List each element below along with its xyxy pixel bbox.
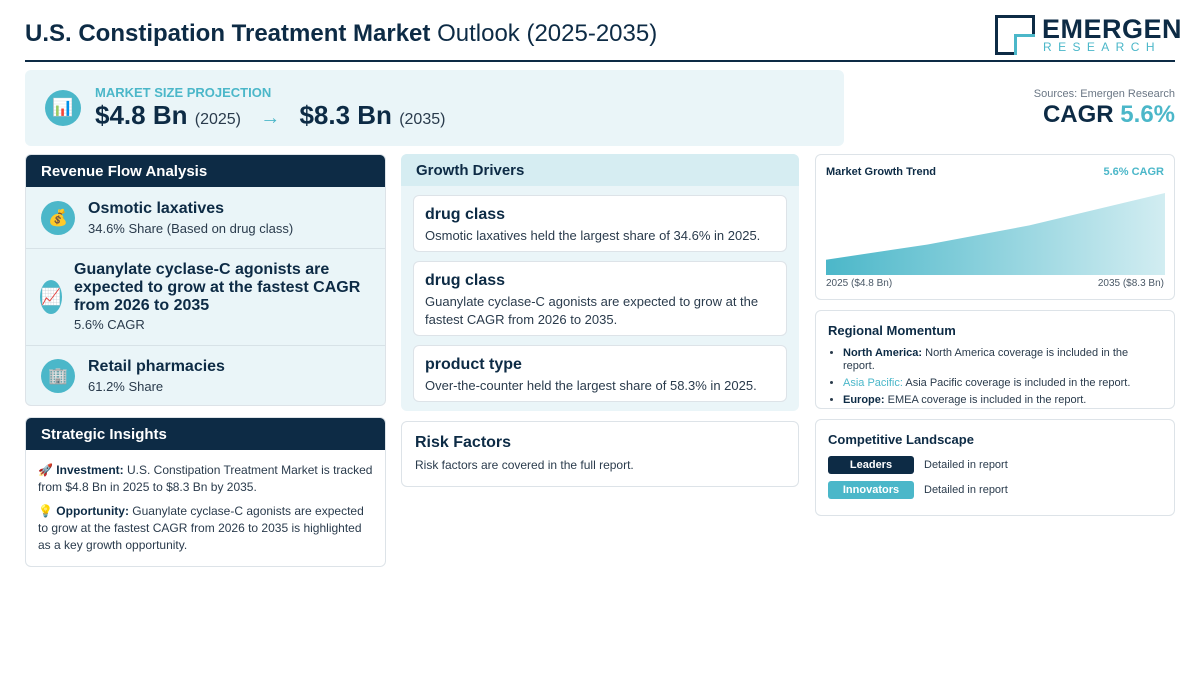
regional-momentum-panel: Regional Momentum North America: North A… bbox=[815, 310, 1175, 409]
projection-values: $4.8 Bn (2025) → $8.3 Bn (2035) bbox=[95, 100, 445, 131]
chart-title: Market Growth Trend bbox=[826, 166, 937, 178]
region-text: Asia Pacific coverage is included in the… bbox=[905, 377, 1131, 389]
start-value: $4.8 Bn bbox=[95, 100, 188, 130]
projection-label: MARKET SIZE PROJECTION bbox=[95, 85, 272, 100]
opportunity-insight: 💡 Opportunity: Guanylate cyclase-C agoni… bbox=[38, 503, 373, 554]
emergen-logo: EMERGEN RESEARCH bbox=[995, 14, 1182, 56]
growth-drivers-panel: Growth Drivers drug class Osmotic laxati… bbox=[401, 154, 799, 411]
page-title-bold: U.S. Constipation Treatment Market bbox=[25, 20, 431, 47]
region-item: Europe: EMEA coverage is included in the… bbox=[843, 394, 1162, 407]
driver-card-text: Guanylate cyclase-C agonists are expecte… bbox=[425, 294, 759, 327]
revenue-item-name: Retail pharmacies bbox=[88, 358, 225, 375]
market-growth-trend-chart: Market Growth Trend 5.6% CAGR 2025 ($4.8… bbox=[815, 154, 1175, 300]
risk-factors-title: Risk Factors bbox=[415, 434, 512, 451]
page-title-light: Outlook (2025-2035) bbox=[437, 20, 658, 47]
competitive-row: Leaders Detailed in report bbox=[828, 456, 1162, 474]
strategic-insights-panel: Strategic Insights 🚀 Investment: U.S. Co… bbox=[25, 417, 386, 567]
chart-cagr-annotation: 5.6% CAGR bbox=[1103, 166, 1164, 178]
revenue-item-name: Osmotic laxatives bbox=[88, 200, 225, 217]
investment-text: U.S. Constipation Treatment Market is tr… bbox=[38, 463, 373, 494]
market-size-projection: 📊 MARKET SIZE PROJECTION $4.8 Bn (2025) … bbox=[25, 70, 844, 146]
growth-drivers-title: Growth Drivers bbox=[401, 154, 799, 186]
cagr-label: CAGR bbox=[1042, 101, 1114, 128]
revenue-flow-panel: Revenue Flow Analysis 💰 Osmotic laxative… bbox=[25, 154, 386, 406]
region-item: Asia Pacific: Asia Pacific coverage is i… bbox=[843, 377, 1162, 390]
revenue-item-name: Guanylate cyclase-C agonists are expecte… bbox=[74, 261, 361, 314]
driver-card-text: Osmotic laxatives held the largest share… bbox=[425, 228, 761, 243]
revenue-item-sub: 5.6% CAGR bbox=[74, 317, 145, 332]
revenue-item-sub: 34.6% Share (Based on drug class) bbox=[88, 221, 294, 236]
chart-up-icon: 📈 bbox=[40, 280, 62, 314]
leaders-badge: Leaders bbox=[828, 456, 914, 474]
opportunity-label: Opportunity: bbox=[56, 504, 129, 518]
strategic-insights-body: 🚀 Investment: U.S. Constipation Treatmen… bbox=[26, 450, 385, 554]
risk-factors-panel: Risk Factors Risk factors are covered in… bbox=[401, 421, 799, 487]
end-value: $8.3 Bn bbox=[299, 100, 392, 130]
region-item: North America: North America coverage is… bbox=[843, 347, 1162, 373]
revenue-item-sub: 61.2% Share bbox=[88, 379, 164, 394]
competitive-row-text: Detailed in report bbox=[924, 484, 1008, 496]
building-icon: 🏢 bbox=[41, 359, 75, 393]
trend-area-svg bbox=[826, 193, 1165, 275]
logo-sub-text: RESEARCH bbox=[1043, 40, 1161, 54]
strategic-insights-title: Strategic Insights bbox=[26, 418, 385, 450]
chart-x-start-label: 2025 ($4.8 Bn) bbox=[826, 278, 893, 289]
sources-text: Sources: Emergen Research bbox=[1033, 88, 1175, 100]
innovators-badge: Innovators bbox=[828, 481, 914, 499]
end-year: (2035) bbox=[399, 111, 446, 128]
region-text: EMEA coverage is included in the report. bbox=[887, 394, 1087, 406]
page-title: U.S. Constipation Treatment Market Outlo… bbox=[25, 20, 657, 48]
trend-area-series bbox=[826, 193, 1165, 275]
region-name: Asia Pacific: bbox=[843, 377, 903, 389]
start-year: (2025) bbox=[194, 111, 241, 128]
regional-momentum-title: Regional Momentum bbox=[828, 323, 956, 338]
competitive-row-text: Detailed in report bbox=[924, 459, 1008, 471]
risk-factors-text: Risk factors are covered in the full rep… bbox=[415, 458, 634, 472]
investment-insight: 🚀 Investment: U.S. Constipation Treatmen… bbox=[38, 462, 373, 496]
arrow-right-icon: → bbox=[260, 107, 281, 129]
region-text: North America coverage is included in th… bbox=[843, 347, 1129, 372]
region-name: Europe: bbox=[843, 394, 885, 406]
chart-x-end-label: 2035 ($8.3 Bn) bbox=[1097, 278, 1164, 289]
revenue-item: 📈 Guanylate cyclase-C agonists are expec… bbox=[26, 249, 385, 346]
driver-card: product type Over-the-counter held the l… bbox=[413, 345, 787, 402]
driver-card-title: drug class bbox=[425, 272, 506, 289]
cagr-value: CAGR 5.6% bbox=[1034, 101, 1175, 129]
revenue-flow-title: Revenue Flow Analysis bbox=[26, 155, 385, 187]
driver-card-title: drug class bbox=[425, 206, 506, 223]
logo-mark-icon bbox=[995, 15, 1035, 55]
cagr-number: 5.6% bbox=[1120, 101, 1175, 128]
driver-card-text: Over-the-counter held the largest share … bbox=[425, 378, 757, 393]
cagr-summary: Sources: Emergen Research CAGR 5.6% bbox=[1034, 88, 1175, 129]
driver-card: drug class Osmotic laxatives held the la… bbox=[413, 195, 787, 252]
investment-label: Investment: bbox=[56, 463, 124, 477]
region-list: North America: North America coverage is… bbox=[828, 347, 1162, 407]
revenue-item: 🏢 Retail pharmacies 61.2% Share bbox=[26, 346, 385, 405]
driver-card: drug class Guanylate cyclase-C agonists … bbox=[413, 261, 787, 336]
driver-card-title: product type bbox=[425, 356, 522, 373]
money-bag-icon: 💰 bbox=[41, 201, 75, 235]
opportunity-text: Guanylate cyclase-C agonists are expecte… bbox=[38, 504, 364, 552]
competitive-row: Innovators Detailed in report bbox=[828, 481, 1162, 499]
revenue-item: 💰 Osmotic laxatives 34.6% Share (Based o… bbox=[26, 188, 385, 249]
competitive-landscape-panel: Competitive Landscape Leaders Detailed i… bbox=[815, 419, 1175, 516]
rocket-icon: 🚀 bbox=[38, 463, 53, 477]
lightbulb-icon: 💡 bbox=[38, 504, 53, 518]
page-header: U.S. Constipation Treatment Market Outlo… bbox=[25, 12, 1182, 62]
logo-main-text: EMERGEN bbox=[1042, 14, 1183, 44]
competitive-landscape-title: Competitive Landscape bbox=[828, 432, 974, 447]
bar-chart-icon: 📊 bbox=[45, 90, 81, 126]
region-name: North America: bbox=[843, 347, 923, 359]
